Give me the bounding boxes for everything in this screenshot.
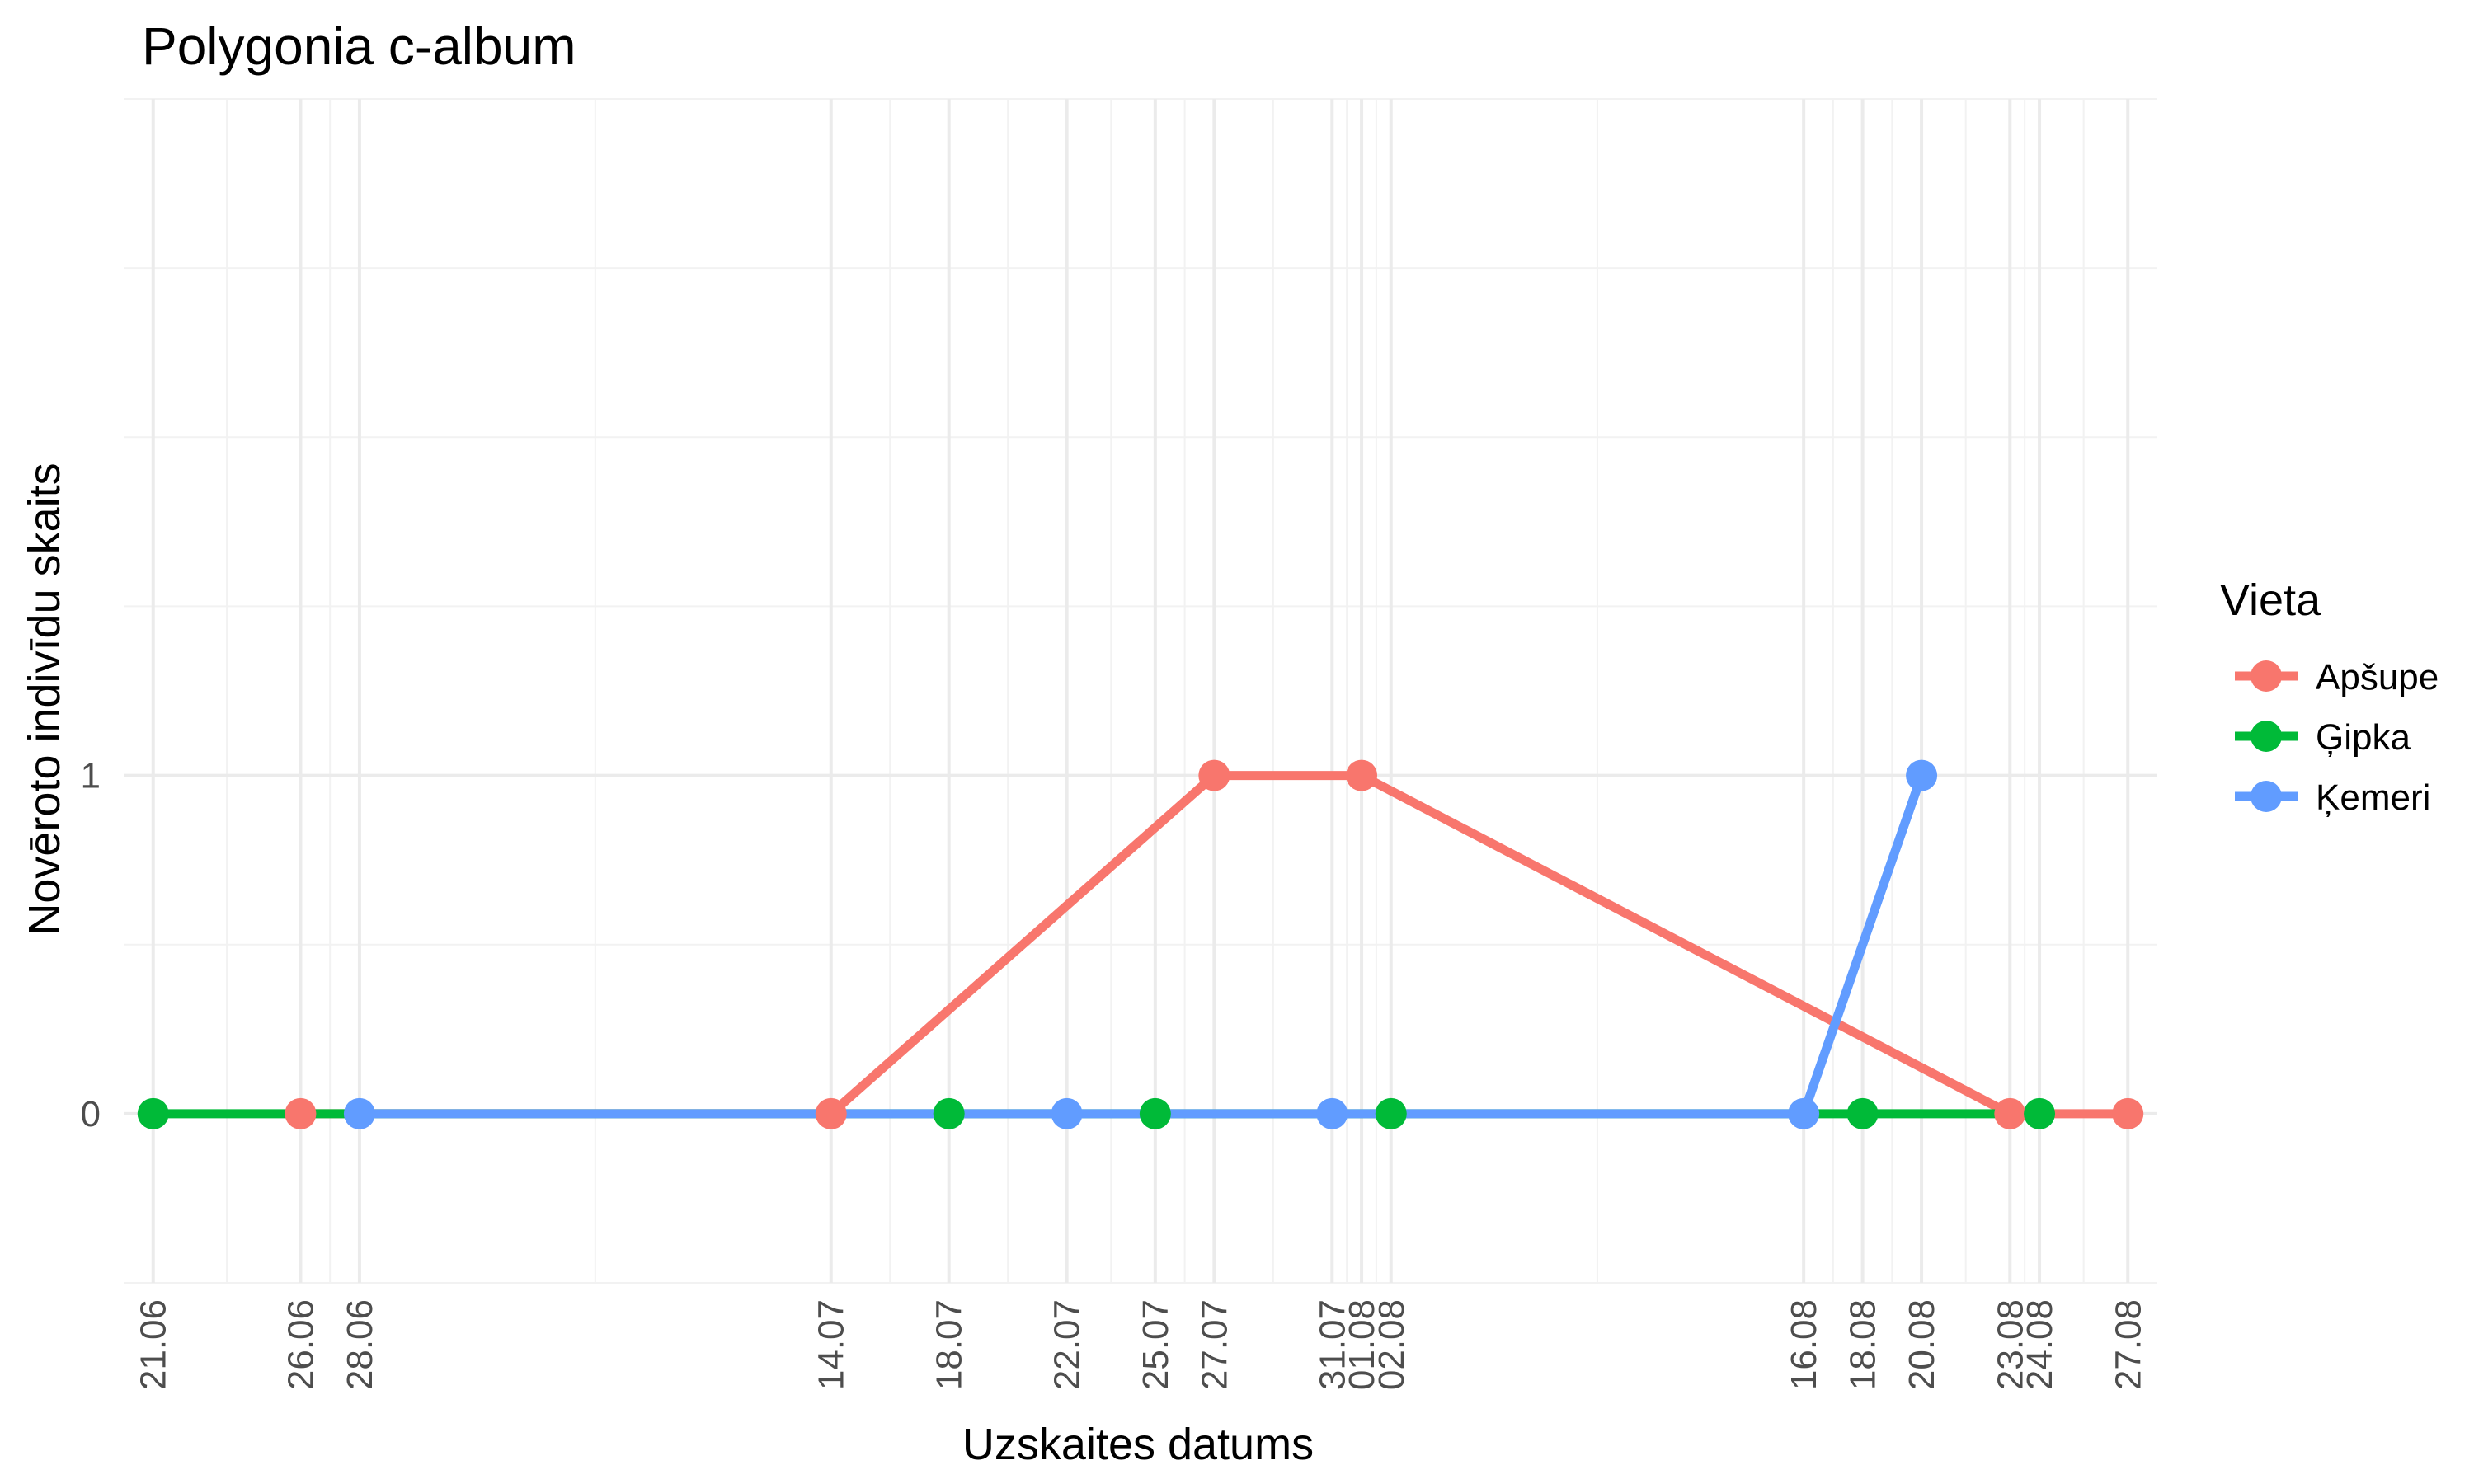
legend-key-point bbox=[2251, 721, 2282, 752]
data-point bbox=[1198, 759, 1230, 791]
data-point bbox=[815, 1097, 847, 1129]
x-tick-label: 18.08 bbox=[1843, 1299, 1884, 1390]
data-point bbox=[2112, 1097, 2144, 1129]
legend-label: Ģipka bbox=[2316, 717, 2411, 758]
x-tick-label: 02.08 bbox=[1371, 1299, 1412, 1390]
data-point bbox=[2024, 1097, 2056, 1129]
data-point bbox=[343, 1097, 375, 1129]
x-tick-label: 31.07 bbox=[1312, 1299, 1352, 1390]
x-tick-label: 01.08 bbox=[1342, 1299, 1382, 1390]
series-points bbox=[137, 759, 2144, 1129]
y-tick-label: 1 bbox=[81, 756, 101, 796]
x-tick-label: 18.07 bbox=[929, 1299, 970, 1390]
data-point bbox=[285, 1097, 317, 1129]
x-tick-label: 14.07 bbox=[811, 1299, 852, 1390]
data-point bbox=[1846, 1097, 1879, 1129]
legend-label: Ķemeri bbox=[2316, 777, 2430, 818]
x-tick-label: 28.06 bbox=[340, 1299, 380, 1390]
x-axis-title: Uzskaites datums bbox=[962, 1420, 1314, 1469]
legend-title: Vieta bbox=[2220, 575, 2321, 625]
data-point bbox=[1346, 759, 1378, 791]
chart-title: Polygonia c-album bbox=[142, 16, 576, 76]
legend-key-point bbox=[2251, 781, 2282, 812]
data-point bbox=[1051, 1097, 1083, 1129]
data-point bbox=[1994, 1097, 2026, 1129]
x-tick-label: 21.06 bbox=[134, 1299, 174, 1390]
x-tick-label: 24.08 bbox=[2020, 1299, 2060, 1390]
x-tick-label: 20.08 bbox=[1902, 1299, 1942, 1390]
y-tick-label: 0 bbox=[81, 1094, 101, 1134]
data-point bbox=[1316, 1097, 1348, 1129]
data-point bbox=[1375, 1097, 1407, 1129]
x-tick-label: 27.07 bbox=[1194, 1299, 1235, 1390]
legend: Vieta Apšupe Ģipka Ķemeri bbox=[2220, 575, 2439, 818]
x-tick-label: 22.07 bbox=[1047, 1299, 1088, 1390]
x-tick-label: 27.08 bbox=[2108, 1299, 2148, 1390]
x-tick-label: 25.07 bbox=[1136, 1299, 1176, 1390]
data-point bbox=[1139, 1097, 1171, 1129]
x-tick-label: 26.06 bbox=[280, 1299, 321, 1390]
data-point bbox=[933, 1097, 965, 1129]
x-tick-label: 23.08 bbox=[1990, 1299, 2030, 1390]
data-point bbox=[1906, 759, 1938, 791]
y-axis-ticks: 01 bbox=[81, 756, 101, 1134]
legend-key-point bbox=[2251, 660, 2282, 692]
x-tick-label: 16.08 bbox=[1784, 1299, 1824, 1390]
y-axis-title: Novēroto indivīdu skaits bbox=[20, 463, 69, 935]
legend-label: Apšupe bbox=[2316, 657, 2439, 697]
data-point bbox=[137, 1097, 169, 1129]
x-axis-ticks: 21.06 26.06 28.06 14.07 18.07 22.07 25.07 27.07… bbox=[134, 1299, 2149, 1390]
data-point bbox=[1788, 1097, 1820, 1129]
